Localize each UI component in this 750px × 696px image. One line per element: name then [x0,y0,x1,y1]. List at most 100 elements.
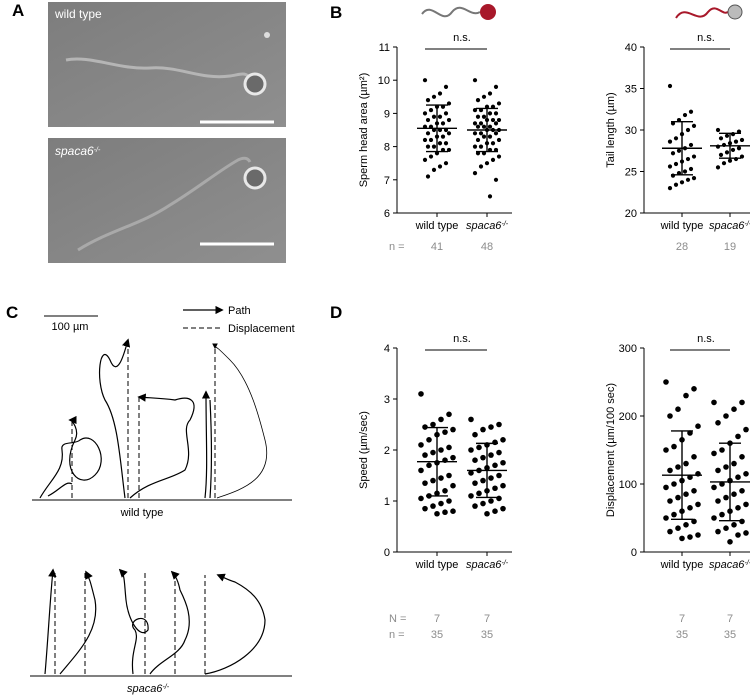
y-tick-label: 8 [384,142,390,154]
data-point [691,488,697,494]
x-tick-label: spaca6-/- [709,559,750,571]
data-point [736,146,742,151]
data-point [450,426,456,433]
y-tick-label: 200 [619,411,637,423]
data-point [476,444,482,451]
x-tick-label: wild type [415,559,459,571]
data-point [480,500,486,507]
data-point [487,194,493,199]
data-point [688,109,694,114]
scale-label: 100 µm [52,321,89,333]
data-point [500,437,506,443]
data-point [450,482,456,489]
data-point [743,501,749,508]
label-text: spaca6 [709,559,745,571]
data-point [481,94,487,99]
y-axis-label: Sperm head area (µm²) [358,73,370,188]
data-point [475,124,481,129]
trajectory-diagram [30,305,292,677]
data-point [682,169,688,174]
data-point [683,460,689,467]
data-point [715,467,721,474]
data-point [683,522,689,528]
data-point [446,131,452,136]
data-point [418,495,424,502]
data-point [438,500,444,507]
data-point [723,413,729,419]
data-point [687,505,693,511]
data-point [418,467,424,474]
data-point [430,477,436,484]
data-point [739,137,745,143]
data-point [426,462,432,469]
group-label: spaca6-/- [127,683,170,695]
count-value: 41 [431,241,443,253]
y-tick-label: 20 [625,208,637,220]
data-point [673,136,679,141]
data-point [446,411,452,418]
data-point [440,121,446,126]
data-point [663,484,669,491]
panel-label: D [330,303,342,322]
count-value: 7 [679,613,685,625]
data-point [667,164,673,169]
data-point [731,491,737,498]
data-point [496,421,502,428]
y-tick-label: 35 [625,84,637,96]
data-point [691,386,697,392]
data-point [431,114,437,119]
data-point [731,460,737,467]
y-tick-label: 0 [631,547,637,559]
data-point [727,158,733,163]
y-tick-label: 1 [384,496,390,508]
data-point [727,539,733,545]
data-point [663,515,669,521]
data-point [418,442,424,448]
label-superscript: -/- [94,147,101,154]
data-point [492,485,498,492]
count-value: 35 [481,629,493,641]
data-point [472,171,478,176]
data-point [431,167,437,172]
label-text: spaca6 [127,683,163,695]
data-point [691,154,697,159]
data-point [478,164,484,169]
data-point [490,141,496,146]
count-value: 48 [481,241,493,253]
annotation: n.s. [697,333,715,345]
data-point [488,475,494,481]
data-point [472,480,478,486]
data-point [670,151,676,156]
y-tick-label: 100 [619,479,637,491]
data-point [472,457,478,464]
data-point [472,121,478,126]
data-point [480,454,486,461]
y-tick-label: 2 [384,445,390,457]
micrograph [48,138,286,263]
panel-label: C [6,303,18,322]
data-point [484,161,490,166]
data-point [688,166,694,172]
count-value: 28 [676,241,688,253]
data-point [711,450,717,457]
data-point [679,535,685,542]
data-point [691,123,697,128]
data-point [431,94,437,99]
data-point [667,413,673,419]
data-point [663,447,669,453]
data-point [731,406,737,413]
y-tick-label: 40 [625,42,637,54]
data-point [472,78,478,83]
annotation: n.s. [697,32,715,44]
label-text: spaca6 [466,220,502,232]
data-point [735,474,741,481]
y-tick-label: 300 [619,343,637,355]
y-tick-label: 6 [384,208,390,220]
data-point [739,518,745,525]
data-point [688,142,694,148]
data-point [663,379,669,385]
micrograph [48,2,286,127]
data-point [438,475,444,481]
data-point [437,114,443,119]
label-superscript: -/- [162,684,169,691]
